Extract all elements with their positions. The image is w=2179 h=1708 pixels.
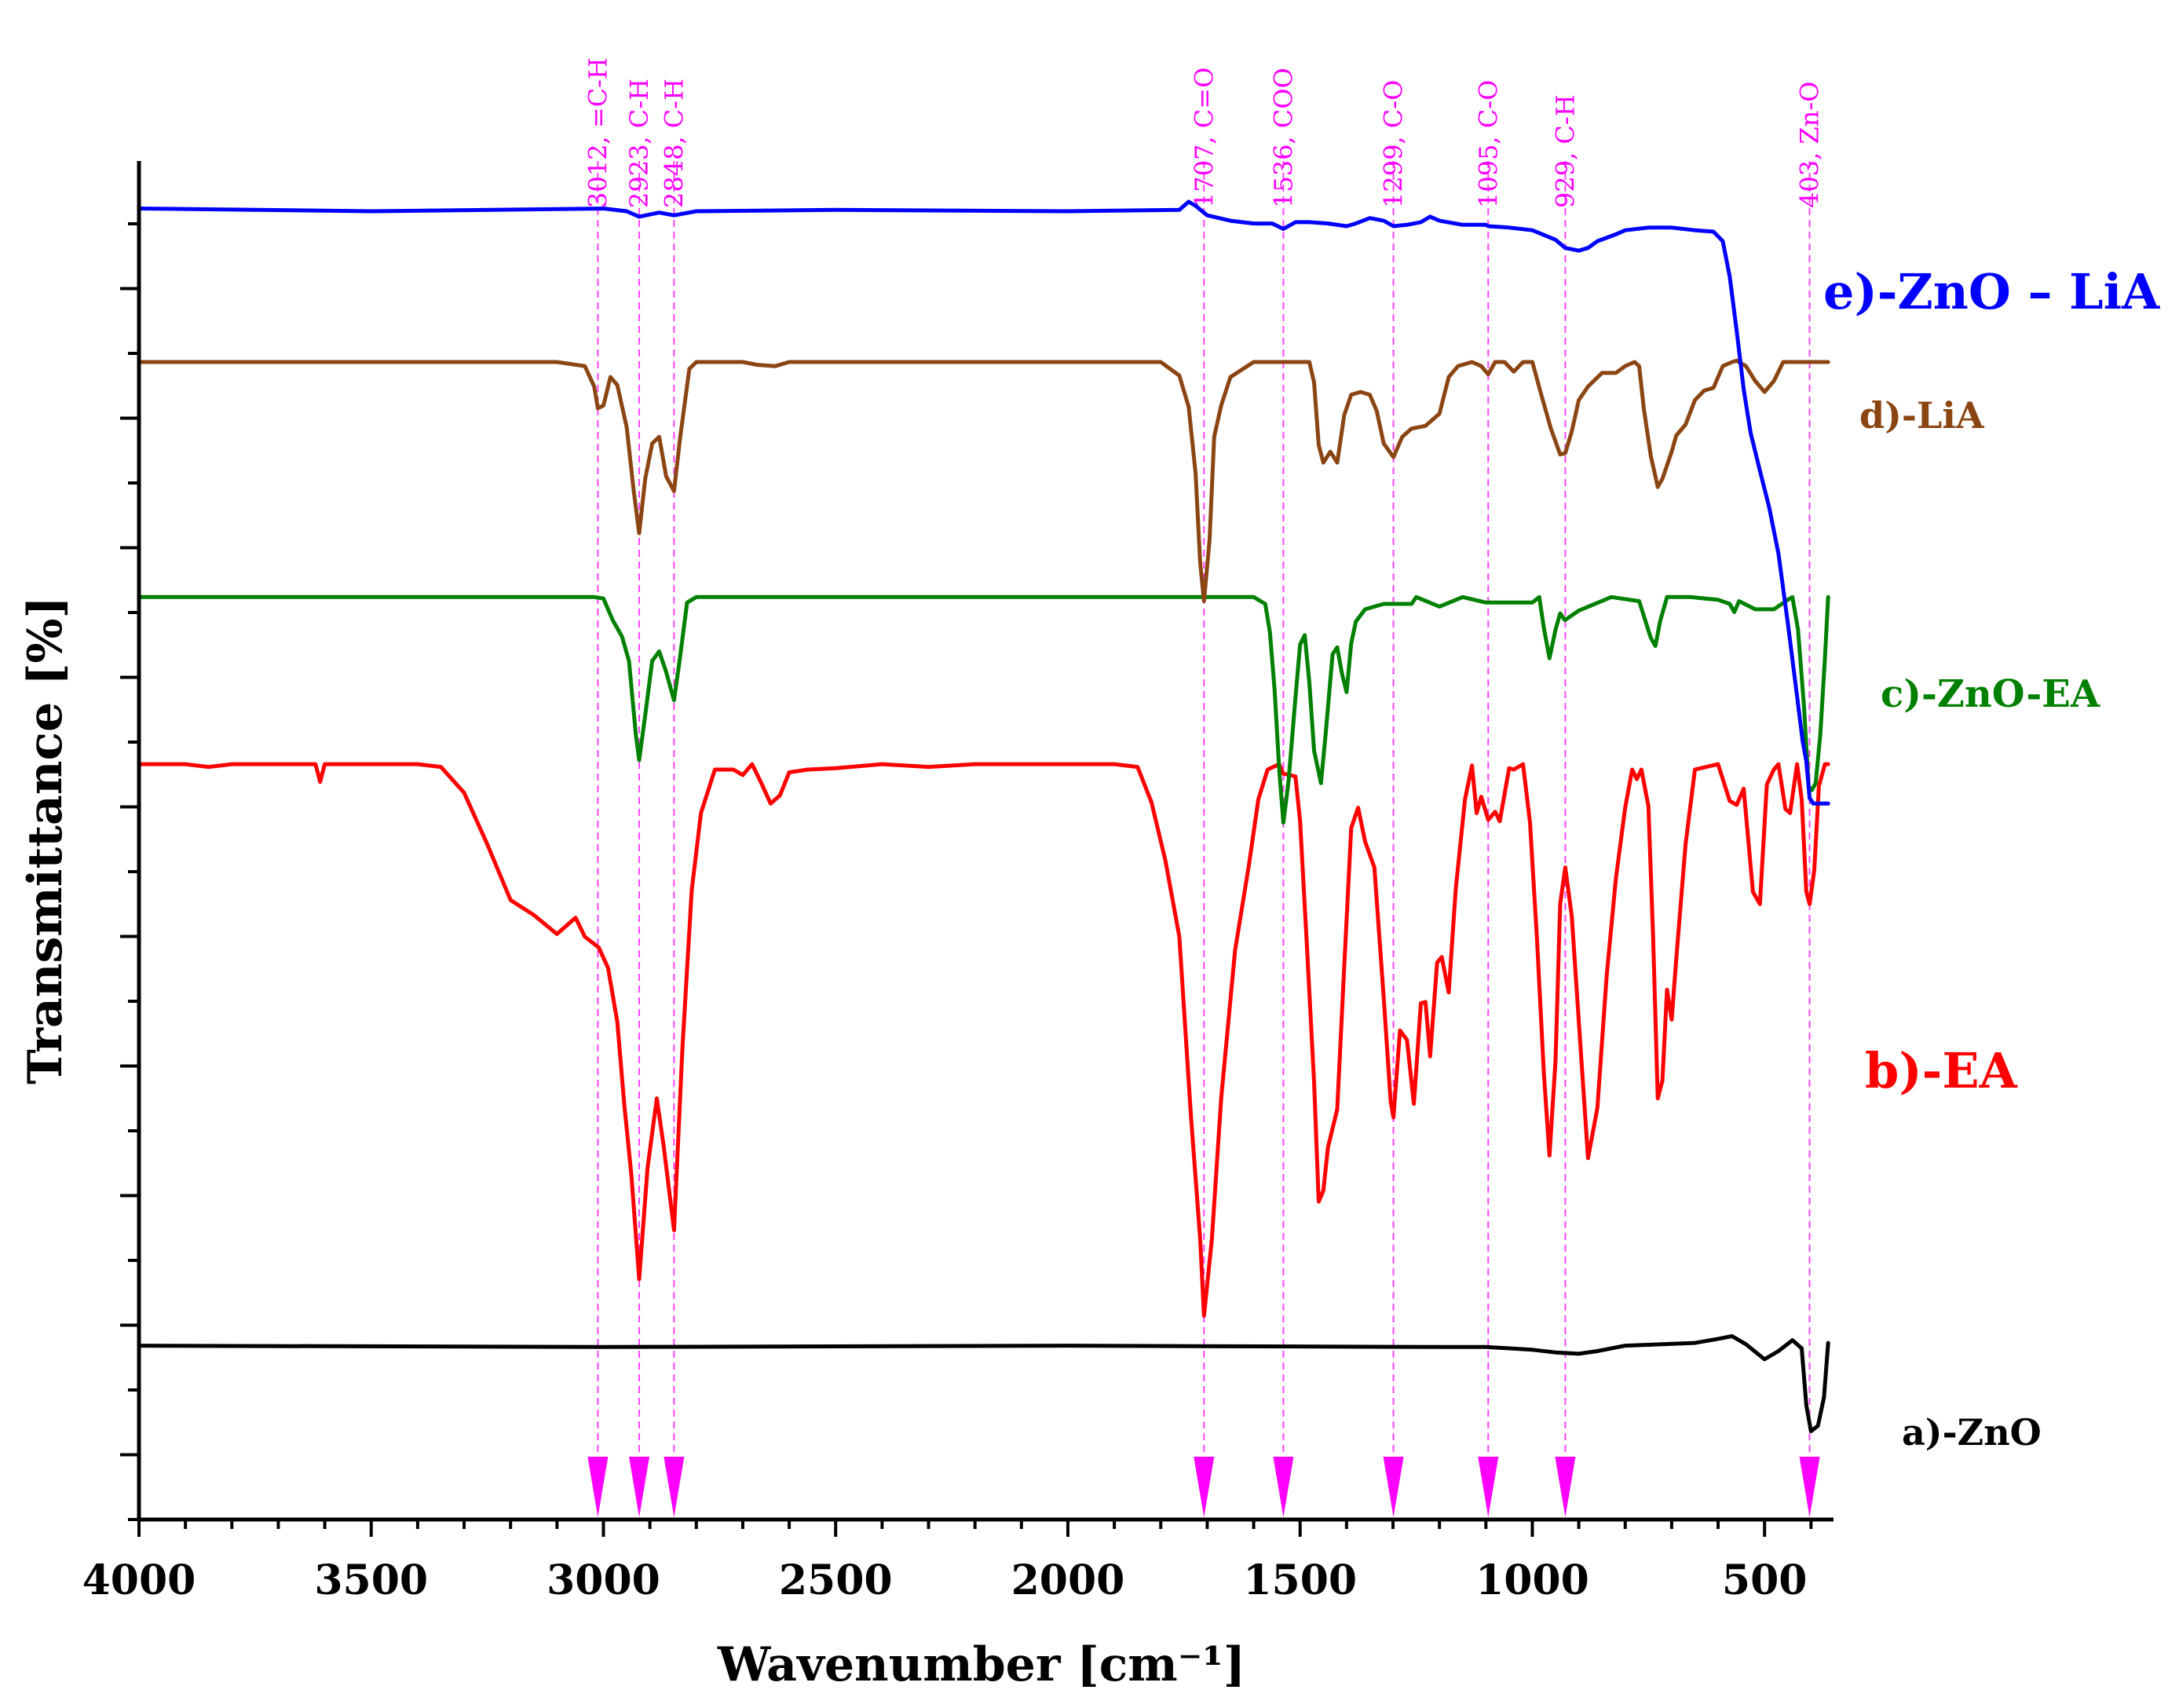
annotation-arrow-marker <box>1478 1457 1499 1517</box>
x-tick-label: 2000 <box>1011 1556 1125 1604</box>
annotation-label: 2923, C-H <box>624 79 654 208</box>
series-labels: a)-ZnO b)-EA c)-ZnO-EA d)-LiA e)-ZnO – LiA <box>1823 263 2160 1454</box>
annotation-layer: 3012, =C-H 2923, C-H 2848, C-H 1707, C=O 153… <box>583 57 1825 1517</box>
annotation-label: 1299, C-O <box>1379 80 1409 208</box>
annotation-arrow-marker <box>1194 1457 1215 1517</box>
x-tick-label: 2500 <box>779 1556 893 1604</box>
x-tick-label: 1500 <box>1243 1556 1357 1604</box>
series-label-0: a)-ZnO <box>1902 1411 2042 1454</box>
series-line-1 <box>137 762 1830 1318</box>
series-line-2 <box>137 594 1830 825</box>
annotation-label: 1536, COO <box>1268 68 1298 208</box>
y-ticks <box>120 222 139 1521</box>
series-label-2: c)-ZnO-EA <box>1881 672 2100 716</box>
x-ticks: 4000 3500 3000 2500 2000 1500 1000 500 <box>82 1520 1813 1604</box>
annotation-label: 1095, C-O <box>1473 80 1503 208</box>
x-tick-label: 500 <box>1722 1556 1808 1604</box>
series-label-3: d)-LiA <box>1859 394 1985 437</box>
series-line-4 <box>137 199 1830 806</box>
x-tick-label: 1000 <box>1475 1556 1589 1604</box>
annotation-arrow-marker <box>664 1457 685 1517</box>
annotation-arrow-marker <box>1383 1457 1404 1517</box>
x-tick-label: 4000 <box>82 1556 196 1604</box>
annotation-label: 3012, =C-H <box>583 57 612 208</box>
series-label-1: b)-EA <box>1865 1042 2018 1099</box>
axes <box>137 161 1834 1522</box>
x-tick-label: 3000 <box>547 1556 660 1604</box>
annotation-arrow-marker <box>1555 1457 1576 1517</box>
annotation-arrow-marker <box>629 1457 650 1517</box>
series-line-3 <box>137 358 1830 603</box>
annotation-label: 1707, C=O <box>1189 68 1219 208</box>
x-axis-title: Wavenumber [cm⁻¹] <box>717 1637 1245 1692</box>
annotation-arrow-marker <box>587 1457 609 1517</box>
annotation-label: 2848, C-H <box>659 79 689 208</box>
series-layer <box>137 199 1830 1433</box>
y-axis-title: Transmittance [%] <box>18 596 73 1084</box>
series-label-4: e)-ZnO – LiA <box>1823 263 2160 320</box>
annotation-arrow-marker <box>1273 1457 1294 1517</box>
annotation-label: 929, C-H <box>1550 94 1580 208</box>
annotation-label: 403, Zn-O <box>1795 82 1825 208</box>
annotation-arrow-marker <box>1799 1457 1820 1517</box>
x-tick-label: 3500 <box>314 1556 428 1604</box>
series-line-0 <box>137 1334 1830 1433</box>
